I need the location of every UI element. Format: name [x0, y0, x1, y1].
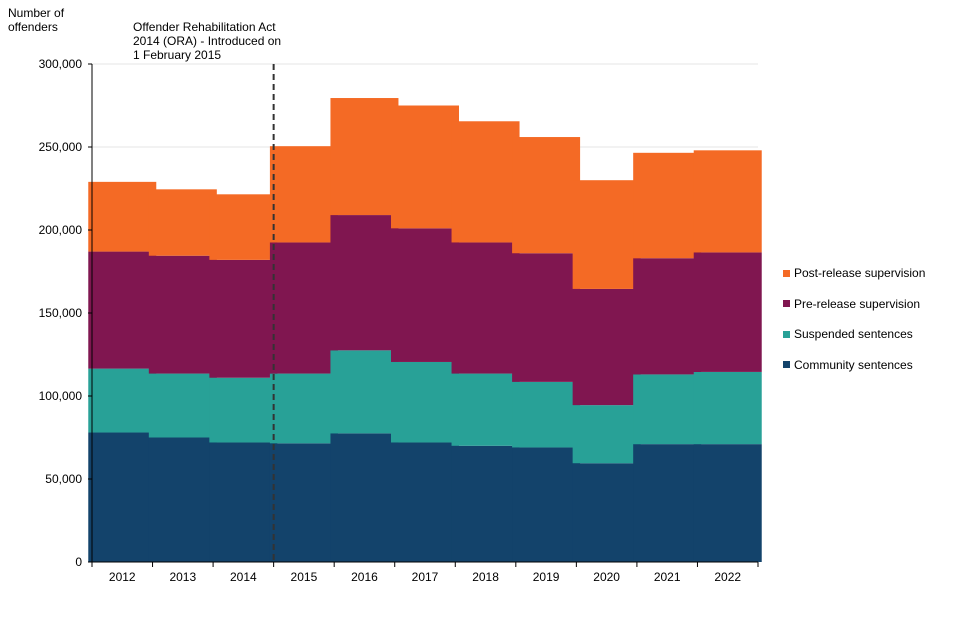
legend-swatch — [783, 300, 790, 307]
bar-segment — [88, 251, 157, 369]
bar-segment — [209, 377, 278, 443]
bar-segment — [572, 405, 641, 464]
bar-segment — [693, 444, 762, 562]
bar-segment — [512, 253, 581, 382]
bar-segment — [209, 194, 278, 260]
bar-segment — [572, 463, 641, 562]
bar-segment — [88, 181, 157, 252]
x-tick-label: 2022 — [714, 570, 741, 584]
bar-segment — [451, 445, 520, 562]
bar-segment — [391, 361, 459, 443]
bar-segment — [633, 258, 702, 375]
legend-label: Community sentences — [794, 357, 913, 372]
y-tick-label: 100,000 — [39, 389, 83, 403]
bar-segment — [512, 447, 581, 562]
bar-segment — [269, 146, 338, 243]
y-tick-label: 0 — [75, 555, 82, 569]
legend-item: Post-release supervision — [783, 266, 925, 280]
bar-segment — [693, 252, 762, 372]
bar-segment — [512, 137, 581, 254]
bar-segment — [148, 373, 217, 438]
bar-segment — [572, 288, 641, 406]
x-tick-label: 2018 — [472, 570, 499, 584]
legend-label: Suspended sentences — [794, 327, 913, 341]
axes: 0 50,000 100,000 150,000 200,000 250,000 300,0… — [39, 57, 759, 584]
bar-segment — [269, 443, 338, 562]
bar-segment — [209, 259, 278, 378]
bar-segment — [633, 444, 702, 562]
legend: Post-release supervision Pre-release supe… — [783, 266, 925, 388]
legend-swatch — [783, 269, 790, 277]
bar-segment — [512, 381, 581, 448]
x-tick-label: 2012 — [109, 570, 136, 584]
bar-segment — [693, 371, 762, 445]
bar-segment — [330, 350, 399, 434]
bar-segment — [148, 437, 217, 562]
x-tick-label: 2013 — [169, 570, 196, 584]
x-tick-label: 2017 — [412, 570, 439, 584]
bar-segment — [391, 105, 459, 229]
legend-item: Pre-release supervision — [783, 297, 925, 311]
bar-segment — [693, 150, 762, 253]
bar-segment — [269, 373, 338, 444]
ora-annotation: Offender Rehabilitation Act 2014 (ORA) -… — [133, 20, 282, 62]
bar-segment — [88, 368, 157, 433]
bar-segment — [633, 152, 702, 259]
bar-stacks — [88, 98, 762, 562]
bar-segment — [88, 432, 157, 562]
legend-swatch — [783, 361, 790, 368]
bar-segment — [391, 442, 459, 562]
bar-segment — [209, 442, 278, 562]
y-tick-label: 200,000 — [39, 223, 83, 237]
bar-segment — [148, 189, 217, 256]
legend-swatch — [783, 330, 790, 338]
bar-segment — [330, 98, 399, 216]
x-tick-label: 2015 — [291, 570, 318, 584]
bar-segment — [148, 255, 217, 374]
bar-segment — [330, 433, 399, 562]
legend-item: Suspended sentences — [783, 327, 925, 341]
legend-label: Pre-release supervision — [794, 296, 921, 311]
x-tick-label: 2021 — [654, 570, 681, 584]
x-tick-label: 2019 — [533, 570, 560, 584]
x-tick-label: 2020 — [593, 570, 620, 584]
bar-segment — [330, 215, 399, 351]
bar-segment — [391, 228, 459, 362]
x-tick-label: 2016 — [351, 570, 378, 584]
bar-segment — [451, 242, 520, 374]
bar-segment — [451, 121, 520, 243]
legend-label: Post-release supervision — [794, 266, 926, 280]
bar-segment — [572, 180, 641, 289]
legend-item: Community sentences — [783, 358, 925, 372]
y-tick-label: 300,000 — [39, 57, 83, 71]
bar-segment — [269, 242, 338, 374]
y-axis-title: Number of offenders — [8, 6, 65, 34]
y-tick-label: 250,000 — [39, 140, 83, 154]
bar-segment — [451, 373, 520, 446]
y-tick-label: 150,000 — [39, 306, 83, 320]
bar-segment — [633, 374, 702, 445]
y-tick-label: 50,000 — [45, 472, 82, 486]
x-tick-label: 2014 — [230, 570, 257, 584]
